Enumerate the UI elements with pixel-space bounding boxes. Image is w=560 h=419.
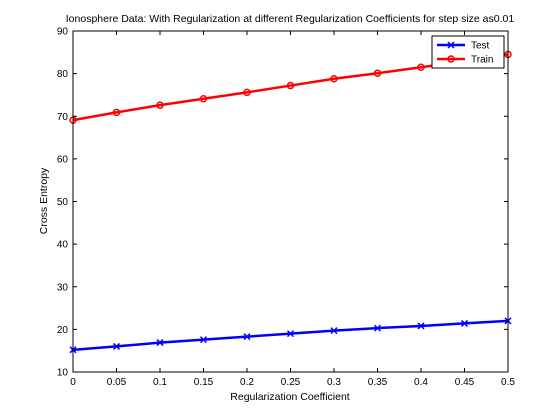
x-tick-label: 0.45 — [455, 377, 475, 388]
axis-ticks: 0 0.05 0.1 0.15 0.2 0.25 0.3 0.35 0.4 0.45 0.5 10 20… — [57, 27, 516, 389]
x-tick-label: 0.4 — [414, 377, 428, 388]
legend-box — [431, 35, 505, 69]
legend-label-train: Train — [471, 55, 493, 66]
y-axis-label: Cross Entropy — [38, 167, 50, 234]
x-tick-label: 0.15 — [194, 377, 214, 388]
data-point-train — [330, 74, 338, 83]
data-point-train — [199, 95, 208, 103]
y-tick-label: 30 — [57, 282, 69, 293]
legend: Test Train — [431, 35, 505, 69]
data-point-test — [199, 336, 208, 344]
data-point-train — [112, 108, 121, 117]
x-tick-label: 0.5 — [501, 377, 515, 388]
x-tick-label: 0.3 — [327, 377, 341, 388]
series-test — [69, 317, 512, 354]
x-tick-label: 0 — [70, 377, 76, 388]
data-point-train — [156, 101, 164, 109]
data-point-test — [417, 322, 425, 330]
x-axis-label: Regularization Coefficient — [230, 391, 350, 403]
legend-marker-test — [447, 41, 455, 49]
data-point-test — [112, 342, 121, 350]
legend-label-test: Test — [471, 41, 490, 52]
data-point-test — [243, 333, 251, 341]
chart-title: Ionosphere Data: With Regularization at … — [66, 13, 515, 25]
x-tick-label: 0.35 — [368, 377, 388, 388]
y-tick-label: 60 — [57, 154, 69, 165]
data-point-train — [373, 69, 382, 77]
data-point-test — [286, 330, 295, 338]
data-point-test — [373, 324, 382, 332]
y-tick-label: 70 — [57, 112, 69, 123]
data-point-test — [156, 339, 164, 347]
x-tick-label: 0.25 — [281, 377, 301, 388]
data-point-test — [460, 319, 469, 327]
y-tick-label: 80 — [57, 69, 69, 80]
x-tick-label: 0.2 — [240, 377, 254, 388]
plot-frame — [72, 30, 509, 373]
x-tick-label: 0.1 — [153, 377, 167, 388]
legend-marker-train — [447, 55, 455, 63]
y-tick-label: 40 — [57, 240, 69, 251]
data-point-train — [286, 81, 295, 90]
data-point-test — [330, 327, 338, 335]
data-point-train — [243, 88, 251, 97]
y-tick-label: 10 — [57, 368, 69, 379]
y-tick-label: 50 — [57, 197, 69, 208]
data-point-train — [417, 63, 425, 71]
y-tick-label: 90 — [57, 27, 69, 38]
x-tick-label: 0.05 — [107, 377, 127, 388]
y-tick-label: 20 — [57, 325, 69, 336]
